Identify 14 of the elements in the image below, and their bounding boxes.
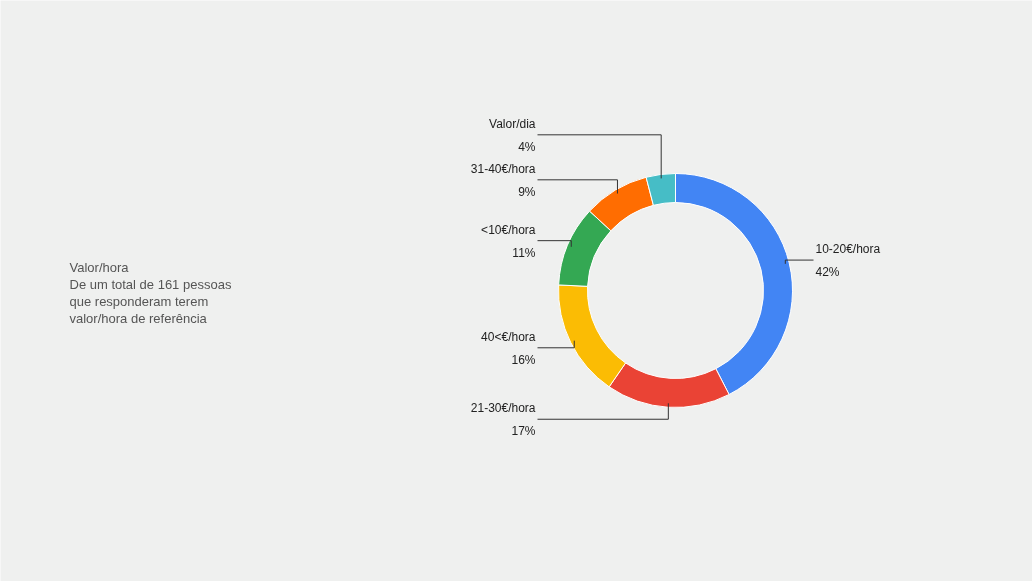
slice-label: 10-20€/hora: [815, 242, 881, 257]
data-label: 4%: [518, 139, 536, 154]
slice-label: 40<€/hora: [481, 329, 536, 344]
slice-label: Valor/dia: [489, 116, 536, 131]
data-label: 17%: [511, 424, 536, 439]
text: Valor/hora: [69, 259, 130, 275]
data-label: 9%: [518, 184, 536, 199]
text: De um total de 161 pessoas que responderam terem valor/hora de referência: [69, 276, 232, 326]
data-label: 42%: [815, 265, 840, 280]
slice-label: 21-30€/hora: [470, 401, 536, 416]
slice-label: <10€/hora: [481, 222, 536, 237]
data-label: 11%: [512, 245, 536, 260]
data-label: 16%: [511, 352, 536, 367]
slice-label: 31-40€/hora: [470, 161, 536, 176]
